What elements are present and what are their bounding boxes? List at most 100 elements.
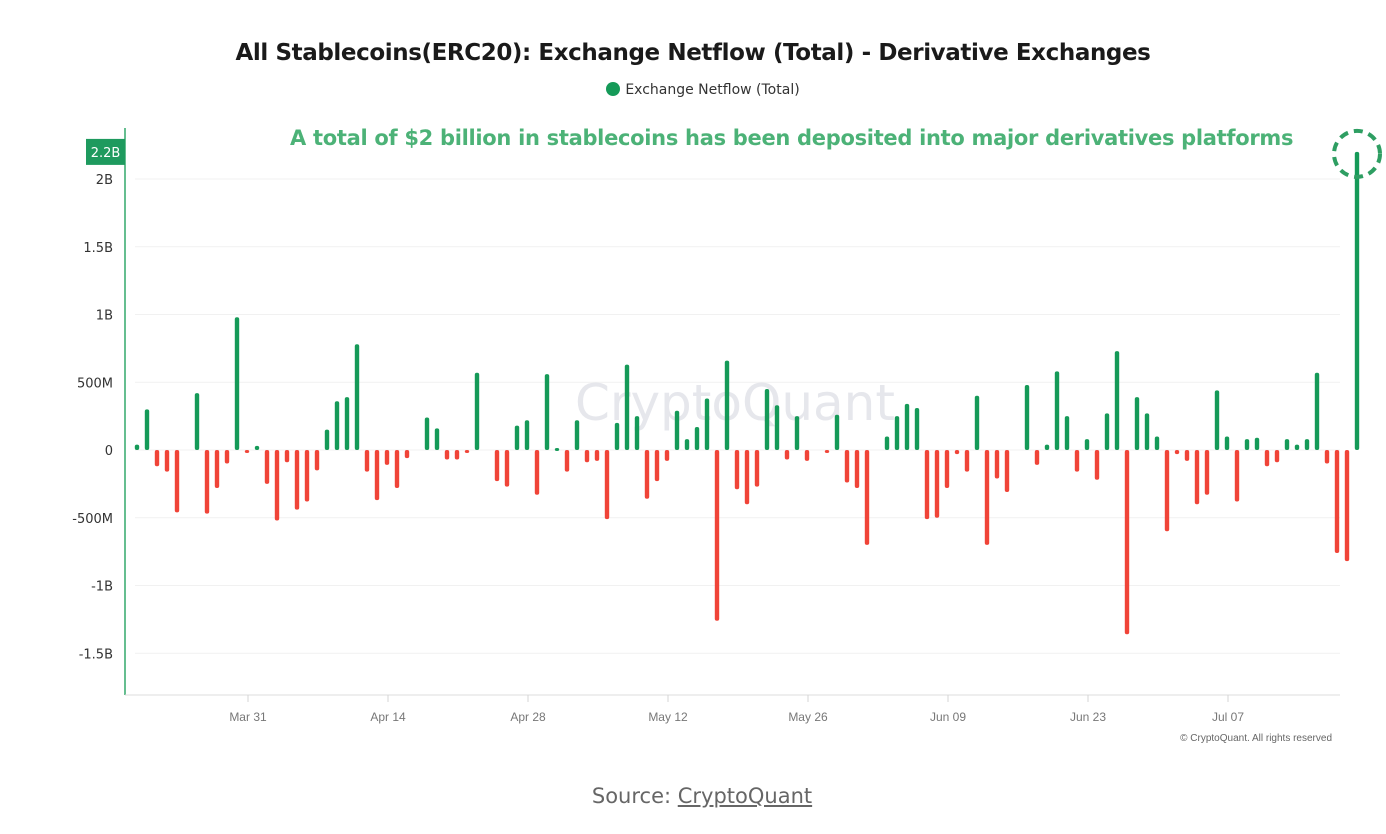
- x-tick-label: Mar 31: [229, 710, 267, 724]
- peak-highlight: [1332, 128, 1382, 179]
- bar-positive: [794, 416, 800, 450]
- y-tick-label: 1.5B: [83, 241, 113, 256]
- bar-negative: [1094, 450, 1100, 480]
- bar-negative: [214, 450, 220, 488]
- bar-negative: [1004, 450, 1010, 493]
- bar-negative: [1124, 450, 1130, 635]
- bar-positive: [474, 372, 480, 450]
- bar-negative: [1074, 450, 1080, 472]
- bar-positive: [514, 425, 520, 450]
- bar-negative: [984, 450, 990, 545]
- bar-negative: [844, 450, 850, 483]
- bar-positive: [1314, 372, 1320, 450]
- chart-title: All Stablecoins(ERC20): Exchange Netflow…: [235, 40, 1151, 66]
- bar-negative: [944, 450, 950, 488]
- y-tick-label: 0: [105, 444, 113, 459]
- bar-negative: [744, 450, 750, 505]
- bar-positive: [774, 405, 780, 450]
- gridlines: [135, 178, 1340, 654]
- x-tick-label: May 26: [788, 710, 828, 724]
- bar-negative: [504, 450, 510, 487]
- bar-positive: [704, 398, 710, 450]
- bar-positive: [1054, 371, 1060, 450]
- y-tick-label: -1.5B: [79, 647, 113, 662]
- bar-positive: [1214, 390, 1220, 450]
- bar-positive: [634, 416, 640, 450]
- bar-positive: [574, 420, 580, 450]
- bar-positive: [1284, 439, 1290, 450]
- bar-negative: [654, 450, 660, 482]
- bar-positive: [524, 420, 530, 450]
- y-axis: 2B 1.5B 1B 500M 0 -500M -1B -1.5B 2.2B: [72, 128, 126, 695]
- bar-negative: [824, 450, 830, 453]
- bar-negative: [494, 450, 500, 482]
- bar-negative: [1334, 450, 1340, 553]
- bar-positive: [684, 439, 690, 450]
- bar-positive: [884, 436, 890, 450]
- bar-positive: [1294, 444, 1300, 450]
- x-tick-label: Jun 09: [930, 710, 966, 724]
- bar-positive: [1154, 436, 1160, 450]
- bar-negative: [784, 450, 790, 460]
- bar-negative: [1324, 450, 1330, 464]
- x-tick-label: Jul 07: [1212, 710, 1244, 724]
- bar-negative: [464, 450, 470, 453]
- x-axis: Mar 31 Apr 14 Apr 28 May 12 May 26 Jun 09 Jun …: [125, 694, 1340, 724]
- bars: [134, 151, 1360, 635]
- bar-positive: [1304, 439, 1310, 450]
- bar-positive: [194, 393, 200, 450]
- bar-negative: [994, 450, 1000, 479]
- bar-negative: [174, 450, 180, 513]
- bar-positive: [424, 417, 430, 450]
- bar-positive: [144, 409, 150, 450]
- bar-positive: [554, 447, 560, 451]
- bar-negative: [564, 450, 570, 472]
- bar-negative: [714, 450, 720, 621]
- bar-negative: [1264, 450, 1270, 467]
- bar-negative: [754, 450, 760, 487]
- bar-negative: [284, 450, 290, 463]
- bar-positive: [764, 389, 770, 450]
- bar-positive: [1104, 413, 1110, 450]
- bar-negative: [454, 450, 460, 460]
- legend: Exchange Netflow (Total): [0, 82, 1386, 98]
- bar-negative: [304, 450, 310, 502]
- bar-negative: [1194, 450, 1200, 505]
- bar-negative: [854, 450, 860, 488]
- y-tick-label: 1B: [96, 309, 113, 324]
- source-link[interactable]: CryptoQuant: [677, 784, 813, 808]
- bar-negative: [594, 450, 600, 461]
- current-value-badge: [86, 138, 125, 165]
- bar-positive: [1024, 384, 1030, 450]
- legend-dot-icon: [606, 82, 621, 96]
- bar-positive: [544, 374, 550, 450]
- bar-positive: [324, 429, 330, 450]
- bar-negative: [584, 450, 590, 463]
- bar-positive: [1064, 416, 1070, 450]
- bar-negative: [314, 450, 320, 471]
- y-tick-label: 500M: [77, 376, 113, 391]
- bar-negative: [204, 450, 210, 514]
- bar-negative: [384, 450, 390, 465]
- bar-negative: [1174, 450, 1180, 455]
- bar-negative: [264, 450, 270, 484]
- bar-negative: [1274, 450, 1280, 463]
- bar-negative: [604, 450, 610, 520]
- watermark: CryptoQuant: [575, 374, 895, 432]
- bar-negative: [924, 450, 930, 520]
- bar-negative: [444, 450, 450, 460]
- bar-positive: [1354, 151, 1360, 450]
- bar-negative: [154, 450, 160, 467]
- bar-positive: [134, 444, 140, 450]
- bar-positive: [724, 360, 730, 450]
- annotation-text: A total of $2 billion in stablecoins has…: [290, 126, 1294, 150]
- x-tick-label: Apr 28: [510, 710, 546, 724]
- bar-positive: [674, 410, 680, 450]
- bar-negative: [864, 450, 870, 545]
- bar-negative: [1164, 450, 1170, 532]
- bar-negative: [164, 450, 170, 472]
- source-line: Source: CryptoQuant: [0, 784, 1386, 808]
- bar-positive: [834, 414, 840, 450]
- y-tick-label: -500M: [72, 512, 113, 527]
